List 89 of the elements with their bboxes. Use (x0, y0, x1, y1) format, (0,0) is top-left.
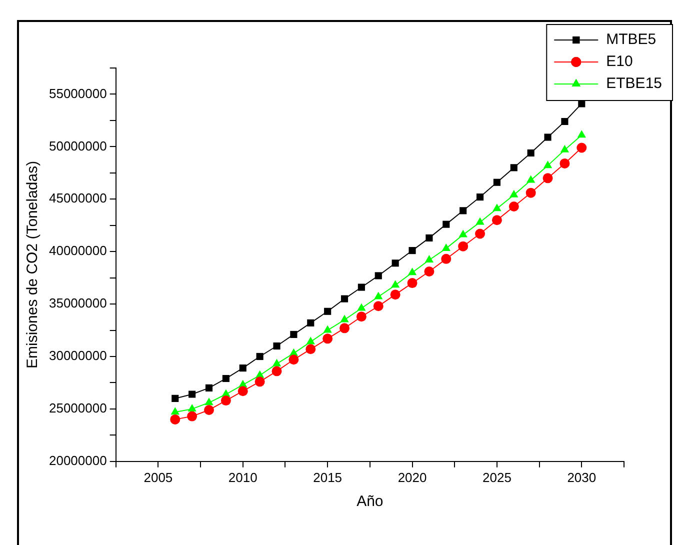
point (408, 247, 416, 254)
point (492, 215, 502, 226)
legend-label: ETBE15 (606, 75, 662, 92)
point (458, 241, 468, 252)
point (324, 308, 332, 315)
point (527, 149, 534, 157)
point (238, 386, 248, 396)
point (340, 295, 348, 302)
point (510, 164, 518, 172)
x-tick-label: 2020 (398, 470, 427, 485)
point (576, 142, 587, 153)
point (391, 280, 400, 288)
x-axis-title: Año (356, 493, 384, 510)
point (188, 390, 196, 398)
point (561, 118, 568, 126)
point (288, 354, 299, 365)
y-tick-label: 35000000 (48, 296, 107, 311)
point (306, 336, 315, 344)
point (392, 260, 399, 267)
legend-label: E10 (606, 53, 633, 70)
y-tick-label: 40000000 (48, 243, 107, 258)
point (577, 130, 586, 138)
point (272, 358, 282, 366)
point (424, 266, 434, 277)
y-axis-title: Emisiones de CO2 (Toneladas) (24, 160, 42, 369)
point (508, 201, 519, 212)
point (460, 207, 467, 214)
point (442, 220, 450, 228)
point (424, 254, 434, 262)
point (408, 268, 417, 276)
point (323, 325, 332, 333)
point (407, 278, 418, 288)
y-tick-label: 20000000 (48, 452, 107, 468)
point (170, 407, 180, 415)
point (273, 342, 280, 350)
point (272, 366, 282, 376)
point (222, 374, 230, 382)
point (442, 243, 450, 251)
point (560, 144, 570, 152)
point (358, 284, 365, 291)
point (493, 178, 500, 186)
point (220, 396, 231, 406)
x-tick-label: 2015 (313, 470, 342, 485)
point (204, 398, 214, 406)
point (542, 173, 553, 184)
point (170, 414, 180, 424)
y-tick-label: 30000000 (48, 348, 107, 364)
point (205, 384, 213, 392)
point (239, 364, 246, 372)
point (526, 175, 536, 183)
point (560, 158, 570, 168)
x-tick-label: 2010 (228, 470, 258, 485)
y-tick-label: 50000000 (48, 138, 107, 154)
point (374, 272, 382, 280)
x-tick-label: 2025 (482, 470, 512, 485)
point (340, 323, 350, 334)
point (543, 160, 552, 168)
point (188, 404, 196, 412)
point (357, 303, 366, 311)
point (492, 204, 502, 212)
point (476, 194, 484, 201)
point (544, 134, 552, 141)
point (441, 254, 452, 264)
x-tick-label: 2030 (567, 470, 596, 485)
point (340, 314, 349, 322)
point (256, 352, 264, 360)
point (356, 312, 366, 322)
point (254, 376, 265, 387)
point (307, 319, 314, 326)
legend-label: MTBE5 (606, 31, 656, 48)
point (510, 190, 518, 198)
point (476, 217, 484, 225)
point (390, 290, 400, 300)
point (426, 234, 433, 242)
y-tick-label: 45000000 (48, 190, 107, 206)
point (374, 292, 383, 300)
point (458, 230, 468, 238)
point (187, 411, 198, 422)
point (322, 334, 333, 344)
point (290, 330, 298, 338)
point (306, 344, 316, 354)
y-tick-label: 55000000 (48, 86, 107, 101)
point (204, 404, 214, 415)
x-tick-label: 2005 (144, 470, 173, 485)
point (172, 394, 179, 402)
point (475, 228, 486, 239)
y-tick-label: 25000000 (48, 400, 107, 416)
point (526, 188, 536, 198)
point (373, 301, 384, 312)
